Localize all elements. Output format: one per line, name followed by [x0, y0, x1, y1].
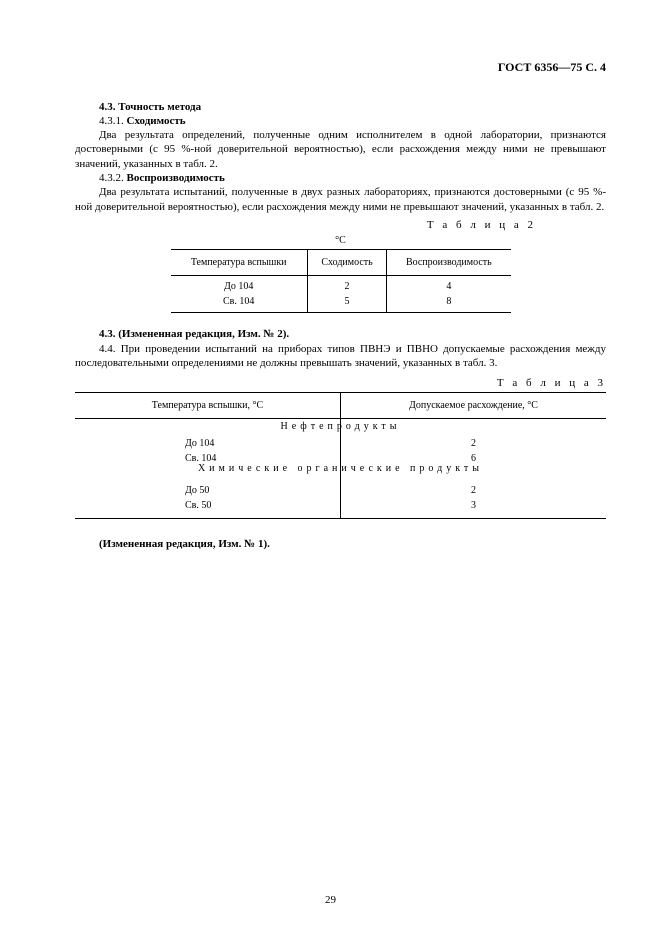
table-cell: Св. 50 — [75, 498, 341, 519]
table-cell: 2 — [341, 419, 607, 452]
section-4-3-2-heading: 4.3.2. Воспроизводимость — [75, 171, 606, 185]
section-4-3-2-title: Воспроизводимость — [127, 172, 225, 184]
table-row: До 50 2 — [75, 466, 606, 498]
table-2-header-1: Температура вспышки — [171, 250, 308, 276]
page: ГОСТ 6356—75 С. 4 4.3. Точность метода 4… — [0, 0, 661, 552]
table-cell: Св. 104 — [75, 451, 341, 466]
table-row: До 104 2 4 — [171, 276, 511, 295]
table-3: Температура вспышки, °С Допускаемое расх… — [75, 392, 606, 519]
table-cell: 3 — [341, 498, 607, 519]
paragraph-4-3-1: Два результата определений, полученные о… — [75, 128, 606, 171]
table-cell: 4 — [387, 276, 511, 295]
table-2-header-3: Воспроизводимость — [387, 250, 511, 276]
paragraph-4-3-2: Два результата испытаний, полученные в д… — [75, 185, 606, 214]
table-cell: 5 — [307, 294, 386, 313]
table-cell: 2 — [341, 466, 607, 498]
table-cell: 2 — [307, 276, 386, 295]
table-2-label: Т а б л и ц а 2 — [75, 218, 606, 232]
table-2-unit: °С — [75, 234, 606, 247]
section-4-3-changed: 4.3. (Измененная редакция, Изм. № 2). — [75, 327, 606, 341]
table-cell: До 104 — [75, 419, 341, 452]
table-cell: 6 — [341, 451, 607, 466]
table-cell: 8 — [387, 294, 511, 313]
table-3-label: Т а б л и ц а 3 — [75, 376, 606, 390]
page-number: 29 — [0, 894, 661, 906]
table-3-header-2: Допускаемое расхождение, °С — [341, 393, 607, 419]
section-4-3-1-heading: 4.3.1. Сходимость — [75, 114, 606, 128]
table-3-wrapper: Температура вспышки, °С Допускаемое расх… — [75, 392, 606, 519]
section-4-3-1-title: Сходимость — [127, 115, 186, 127]
document-header: ГОСТ 6356—75 С. 4 — [75, 60, 606, 76]
table-row: Св. 50 3 — [75, 498, 606, 519]
changed-note-1: (Измененная редакция, Изм. № 1). — [75, 537, 606, 551]
section-4-3-2-label: 4.3.2. — [99, 172, 124, 184]
table-cell: Св. 104 — [171, 294, 308, 313]
table-2: Температура вспышки Сходимость Воспроизв… — [171, 249, 511, 313]
table-2-header-2: Сходимость — [307, 250, 386, 276]
paragraph-4-4: 4.4. При проведении испытаний на прибора… — [75, 342, 606, 371]
table-row: Св. 104 6 — [75, 451, 606, 466]
table-row: До 104 2 — [75, 419, 606, 452]
table-row: Св. 104 5 8 — [171, 294, 511, 313]
section-4-3-title: 4.3. Точность метода — [75, 100, 606, 114]
section-4-3-1-label: 4.3.1. — [99, 115, 124, 127]
table-row: Температура вспышки, °С Допускаемое расх… — [75, 393, 606, 419]
table-row: Температура вспышки Сходимость Воспроизв… — [171, 250, 511, 276]
table-3-header-1: Температура вспышки, °С — [75, 393, 341, 419]
table-cell: До 104 — [171, 276, 308, 295]
table-cell: До 50 — [75, 466, 341, 498]
